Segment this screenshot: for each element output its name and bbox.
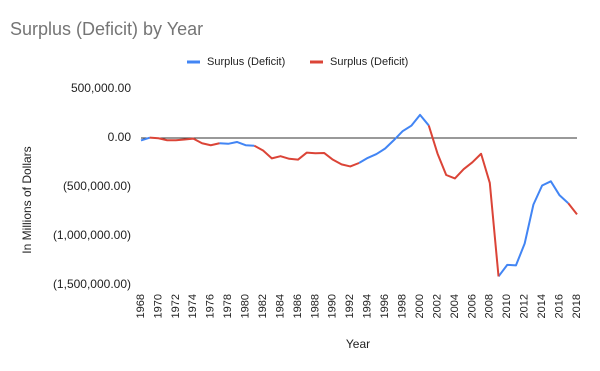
x-tick-label: 2002	[431, 294, 443, 318]
x-tick-label: 1972	[170, 294, 182, 318]
x-tick-label: 2004	[449, 294, 461, 318]
x-tick-label: 1978	[222, 294, 234, 318]
x-tick-label: 1970	[152, 294, 164, 318]
x-tick-label: 1980	[240, 294, 252, 318]
x-tick-label: 1968	[135, 294, 147, 318]
x-tick-label: 1986	[292, 294, 304, 318]
x-tick-label: 2010	[501, 294, 513, 318]
series-line	[149, 125, 578, 277]
y-tick-label: 0.00	[108, 130, 132, 144]
x-tick-label: 1994	[362, 294, 374, 318]
x-tick-label: 1982	[257, 294, 269, 318]
chart-title: Surplus (Deficit) by Year	[10, 19, 203, 39]
x-tick-label: 1992	[344, 294, 356, 318]
x-tick-label: 2016	[553, 294, 565, 318]
x-tick-label: 2014	[536, 294, 548, 318]
x-tick-label: 1974	[187, 294, 199, 318]
x-tick-label: 2000	[414, 294, 426, 318]
legend-label: Surplus (Deficit)	[207, 56, 285, 68]
x-tick-label: 2008	[484, 294, 496, 318]
y-tick-label: 500,000.00	[71, 81, 131, 95]
x-tick-label: 1990	[327, 294, 339, 318]
y-tick-label: (500,000.00)	[63, 179, 131, 193]
x-tick-label: 1988	[309, 294, 321, 318]
y-tick-label: (1,500,000.00)	[53, 277, 131, 291]
x-tick-label: 1984	[274, 294, 286, 318]
x-tick-label: 1996	[379, 294, 391, 318]
x-tick-label: 1998	[397, 294, 409, 318]
x-tick-label: 2012	[519, 294, 531, 318]
series-line	[140, 113, 569, 278]
x-tick-label: 2006	[466, 294, 478, 318]
x-tick-label: 2018	[571, 294, 583, 318]
x-axis-label: Year	[346, 337, 370, 351]
legend-label: Surplus (Deficit)	[330, 56, 408, 68]
x-tick-label: 1976	[205, 294, 217, 318]
y-tick-label: (1,000,000.00)	[53, 228, 131, 242]
y-axis-label: In Millions of Dollars	[20, 146, 34, 253]
